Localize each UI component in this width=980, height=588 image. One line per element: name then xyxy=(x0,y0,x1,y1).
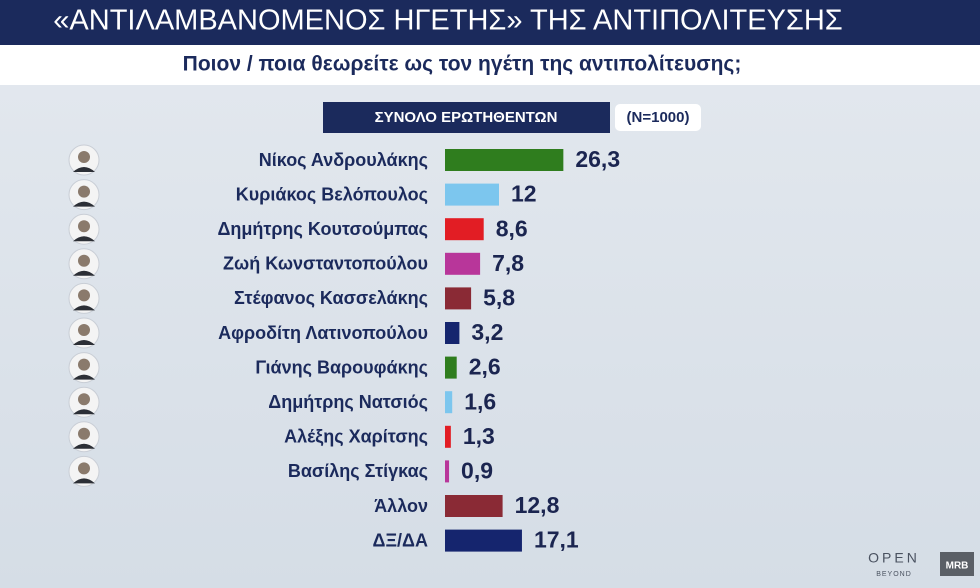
category-label: ΔΞ/ΔΑ xyxy=(373,530,428,550)
value-label: 7,8 xyxy=(492,250,524,276)
group-label: ΣΥΝΟΛΟ ΕΡΩΤΗΘΕΝΤΩΝ xyxy=(375,109,558,126)
avatar-head xyxy=(78,462,90,475)
bar xyxy=(445,495,503,517)
avatar-head xyxy=(78,151,90,163)
bar xyxy=(445,356,457,379)
value-label: 3,2 xyxy=(471,319,503,345)
value-label: 17,1 xyxy=(534,527,579,553)
category-label: Νίκος Ανδρουλάκης xyxy=(259,150,428,170)
category-label: Αφροδίτη Λατινοπούλου xyxy=(218,323,428,343)
logo-box xyxy=(940,552,974,576)
avatar-body xyxy=(73,201,95,207)
value-label: 8,6 xyxy=(496,215,528,241)
category-label: Γιάνης Βαρουφάκης xyxy=(255,357,428,377)
value-label: 1,6 xyxy=(464,388,496,414)
value-label: 0,9 xyxy=(461,457,493,483)
bar xyxy=(445,322,460,344)
chart-subtitle: Ποιον / ποια θεωρείτε ως τον ηγέτη της α… xyxy=(183,53,742,76)
bar xyxy=(445,460,450,483)
category-label: Δημήτρης Κουτσούμπας xyxy=(217,219,428,239)
group-header xyxy=(323,102,610,133)
avatar-body xyxy=(73,236,95,242)
category-label: Βασίλης Στίγκας xyxy=(288,461,428,481)
category-label: Δημήτρης Νατσιός xyxy=(268,392,428,412)
category-label: Ζωή Κωνσταντοπούλου xyxy=(223,254,428,274)
value-label: 1,3 xyxy=(463,423,495,449)
avatar-head xyxy=(78,324,90,336)
avatar-body xyxy=(73,409,95,415)
avatar-body xyxy=(73,305,95,311)
bar xyxy=(445,425,451,448)
avatar-body xyxy=(73,270,95,276)
avatar-head xyxy=(78,289,90,302)
category-label: Στέφανος Κασσελάκης xyxy=(234,288,428,308)
avatar-head xyxy=(78,254,90,267)
avatar-body xyxy=(73,443,95,449)
avatar-head xyxy=(78,393,90,406)
bar xyxy=(445,391,453,414)
logo-text: OPEN xyxy=(868,550,920,566)
bar xyxy=(445,252,481,275)
category-label: Αλέξης Χαρίτσης xyxy=(284,427,428,448)
bar xyxy=(445,529,522,552)
avatar-body xyxy=(73,478,95,484)
category-label: Κυριάκος Βελόπουλος xyxy=(236,184,428,204)
avatar-head xyxy=(78,427,90,440)
bar xyxy=(445,218,484,241)
bar xyxy=(445,149,564,171)
avatar-head xyxy=(78,220,90,233)
title-bar xyxy=(0,0,980,45)
avatar-body xyxy=(73,374,95,380)
value-label: 2,6 xyxy=(469,354,501,380)
value-label: 26,3 xyxy=(575,146,620,172)
value-label: 12,8 xyxy=(515,492,560,518)
bar xyxy=(445,183,499,206)
avatar-head xyxy=(78,358,90,371)
subtitle-bar xyxy=(0,45,980,85)
avatar-body xyxy=(73,167,95,172)
sample-box xyxy=(615,104,701,131)
value-label: 12 xyxy=(511,181,537,207)
logo-text: BEYOND xyxy=(876,571,912,578)
bar xyxy=(445,287,472,310)
logo-text: MRB xyxy=(946,561,969,572)
avatar-head xyxy=(78,185,90,198)
category-label: Άλλον xyxy=(374,496,428,516)
avatar-body xyxy=(73,340,95,345)
sample-label: (N=1000) xyxy=(627,109,690,126)
value-label: 5,8 xyxy=(483,284,515,310)
chart-title: «ΑΝΤΙΛΑΜΒΑΝΟΜΕΝΟΣ ΗΓΕΤΗΣ» ΤΗΣ ΑΝΤΙΠΟΛΙΤΕ… xyxy=(53,5,842,37)
